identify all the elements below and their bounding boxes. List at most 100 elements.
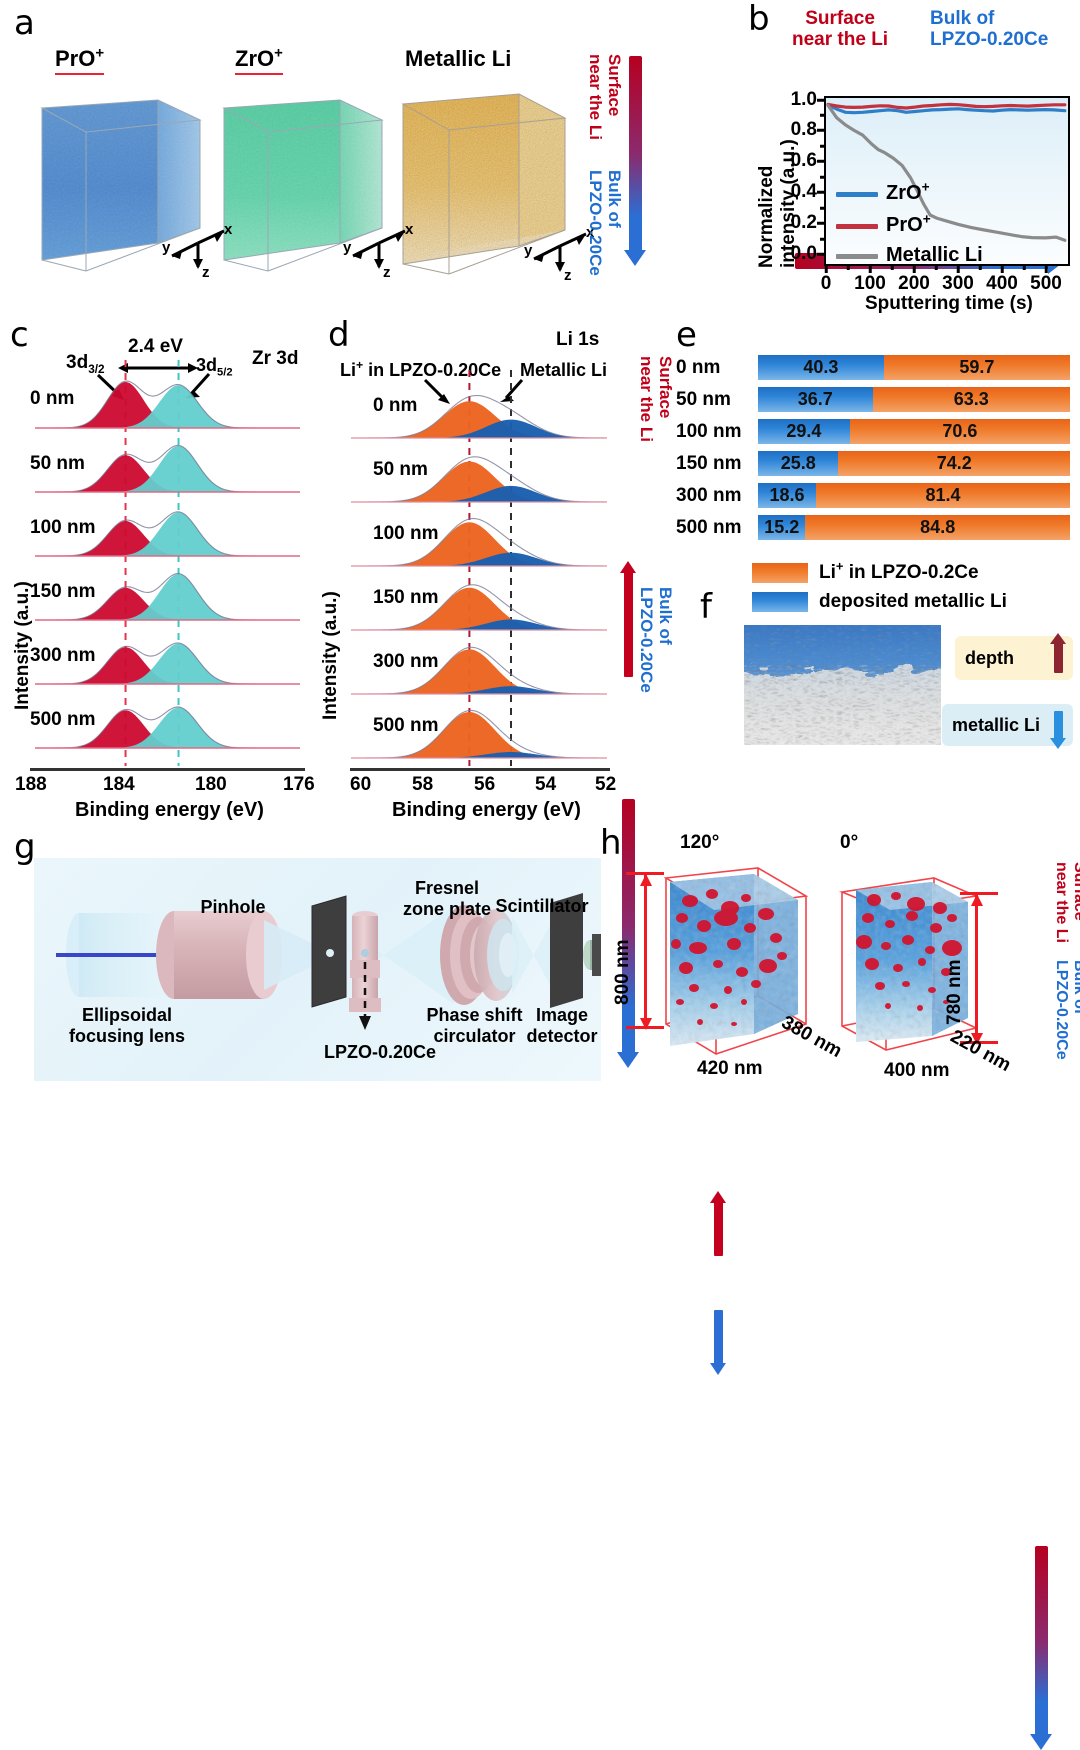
figure-canvas: a PrO+ ZrO+ Metallic Li — [10, 2, 1080, 1750]
panel-e-segment-li-ion: 81.4 — [816, 483, 1070, 508]
panel-h-arrow-800 — [640, 874, 652, 1030]
panel-b-legend-swatch-metallic-li — [836, 254, 878, 259]
panel-f-tag-metallic: metallic Li — [942, 704, 1073, 749]
cube-label-pro: PrO+ — [55, 46, 105, 75]
panel-e-legend: Li+ in LPZO-0.2Ce deposited metallic Li — [752, 559, 1007, 613]
svg-text:z: z — [383, 264, 391, 280]
svg-text:x: x — [224, 225, 233, 238]
panel-d-xlabel: Binding energy (eV) — [392, 799, 581, 821]
cube-label-metallic-li: Metallic Li — [405, 46, 512, 71]
panel-d-depth-150: 150 nm — [373, 587, 439, 608]
panel-f-tag-depth: depth — [955, 633, 1073, 680]
panel-c-depth-150: 150 nm — [30, 581, 96, 602]
panel-h-arrow-780 — [971, 894, 983, 1045]
panel-b-xtick-300: 300 — [942, 273, 974, 294]
axis-triad-3: y x z — [524, 228, 595, 283]
panel-d-axis-line — [350, 768, 610, 771]
panel-e-segment-li-ion: 63.3 — [872, 387, 1070, 412]
panel-d-xtick-58: 58 — [412, 774, 434, 795]
panel-b-xtick-100: 100 — [854, 273, 886, 294]
cube-label-zro: ZrO+ — [235, 46, 283, 75]
panel-d-ylabel: Intensity (a.u.) — [320, 591, 341, 720]
panel-c-depth-100: 100 nm — [30, 517, 96, 538]
panel-e-bar-track: 29.4 70.6 — [758, 419, 1072, 444]
panel-h-dim-line-800 — [644, 873, 647, 1028]
panel-h-angle-120: 120° — [680, 832, 720, 853]
table-row: 500 nm 15.2 84.8 — [676, 515, 1072, 540]
table-row: 100 nm 29.4 70.6 — [676, 419, 1072, 444]
panel-e-legend-row-li-ion: Li+ in LPZO-0.2Ce — [752, 560, 1007, 584]
panel-d-label-metallic: Metallic Li — [520, 360, 608, 380]
panel-e-letter: e — [676, 315, 697, 355]
panel-c-spectra — [35, 360, 300, 766]
panel-b-xtick-500: 500 — [1030, 273, 1062, 294]
panel-e-surface-arrow — [620, 561, 636, 677]
panel-e-segment-li-ion: 84.8 — [805, 515, 1070, 540]
panel-e-segment-metallic: 40.3 — [758, 355, 884, 380]
panel-f-tag-depth-label: depth — [965, 647, 1014, 668]
table-row: 150 nm 25.8 74.2 — [676, 451, 1072, 476]
panel-h-bulk-label: Bulk of LPZO-0.20Ce — [1053, 960, 1080, 1060]
table-row: 50 nm 36.7 63.3 — [676, 387, 1072, 412]
panel-f-bulk-label: Bulk of LPZO-0.20Ce — [637, 587, 675, 693]
panel-g-letter: g — [14, 827, 36, 867]
panel-a-surface-label: Surface near the Li — [586, 54, 624, 140]
panel-d-xtick-52: 52 — [595, 774, 617, 795]
svg-text:y: y — [162, 239, 171, 256]
panel-h-volume-120 — [663, 867, 809, 1055]
svg-text:y: y — [343, 239, 352, 256]
panel-g-label-lens: Ellipsoidal focusing lens — [68, 1005, 185, 1046]
panel-e-row-label: 150 nm — [676, 452, 742, 474]
panel-e-legend-swatch-metallic — [752, 592, 808, 612]
panel-c-depth-50: 50 nm — [30, 453, 85, 474]
panel-h-dim-label-800: 800 nm — [612, 939, 633, 1005]
panel-d-pointer-li-ion — [423, 378, 450, 404]
panel-c-xtick-188: 188 — [15, 774, 47, 795]
panel-b-legend-label-zro: ZrO+ — [886, 179, 930, 204]
panel-c-depth-0: 0 nm — [30, 388, 75, 409]
panel-c-peak-3d32-label: 3d3/2 — [66, 352, 105, 376]
cube-metallic-li-render — [401, 93, 567, 275]
panel-e-bar-track: 36.7 63.3 — [758, 387, 1072, 412]
depth-up-arrow-icon — [1050, 633, 1066, 673]
panel-h-volume-0 — [839, 877, 979, 1051]
panel-g-label-psc: Phase shift circulator — [426, 1005, 523, 1046]
panel-h-depth-gradient-arrow — [1030, 1546, 1052, 1750]
axis-triad-1: y x z — [162, 225, 233, 280]
panel-b-ytick-0.4: 0.4 — [790, 181, 817, 202]
panel-e-segment-metallic: 36.7 — [758, 387, 873, 412]
panel-g-label-scintillator: Scintillator — [495, 896, 589, 916]
panel-e-segment-metallic: 15.2 — [758, 515, 806, 540]
panel-f-tag-metallic-label: metallic Li — [952, 714, 1041, 735]
panel-f-bulk-arrow — [710, 1310, 726, 1375]
panel-h-dim-cap-780-top — [960, 892, 998, 895]
panel-e-bar-track: 18.6 81.4 — [758, 483, 1072, 508]
panel-c-xlabel: Binding energy (eV) — [75, 799, 264, 821]
panel-e-segment-metallic: 18.6 — [758, 483, 817, 508]
panel-g-label-pinhole: Pinhole — [200, 897, 266, 917]
panel-b-xtick-200: 200 — [898, 273, 930, 294]
panel-d-title: Li 1s — [556, 329, 600, 350]
panel-b-xtick-400: 400 — [986, 273, 1018, 294]
table-row: 300 nm 18.6 81.4 — [676, 483, 1072, 508]
panel-e-legend-row-metallic: deposited metallic Li — [752, 591, 1007, 613]
panel-c-depth-500: 500 nm — [30, 709, 96, 730]
panel-g-label-fzp: Fresnel zone plate — [402, 878, 491, 919]
panel-c-xtick-180: 180 — [195, 774, 227, 795]
panel-b-ytick-0.8: 0.8 — [790, 119, 817, 140]
panel-b-xtick-0: 0 — [820, 273, 832, 294]
panel-c-title: Zr 3d — [252, 348, 299, 369]
svg-text:x: x — [405, 225, 414, 238]
panel-e-row-label: 300 nm — [676, 484, 742, 506]
panel-a-letter: a — [14, 3, 35, 43]
panel-b-ticks: 1.0 0.8 0.6 0.4 0.2 0.0 0 100 200 300 40… — [791, 89, 1070, 294]
table-row: 0 nm 40.3 59.7 — [676, 355, 1072, 380]
metallic-down-arrow-icon — [1050, 711, 1066, 749]
panel-e-bar-chart: 0 nm 40.3 59.7 50 nm 36.7 63.3 100 nm 29.4 70.6 1… — [676, 355, 1072, 547]
panel-f-depth-gradient-arrow — [617, 799, 639, 1068]
panel-c-splitting-label: 2.4 eV — [128, 336, 183, 357]
panel-d-label-li-ion: Li+ in LPZO-0.20Ce — [340, 358, 502, 380]
panel-e-row-label: 0 nm — [676, 356, 721, 378]
panel-g-schematic — [34, 858, 620, 1081]
axis-triad-2: y x z — [343, 225, 414, 280]
